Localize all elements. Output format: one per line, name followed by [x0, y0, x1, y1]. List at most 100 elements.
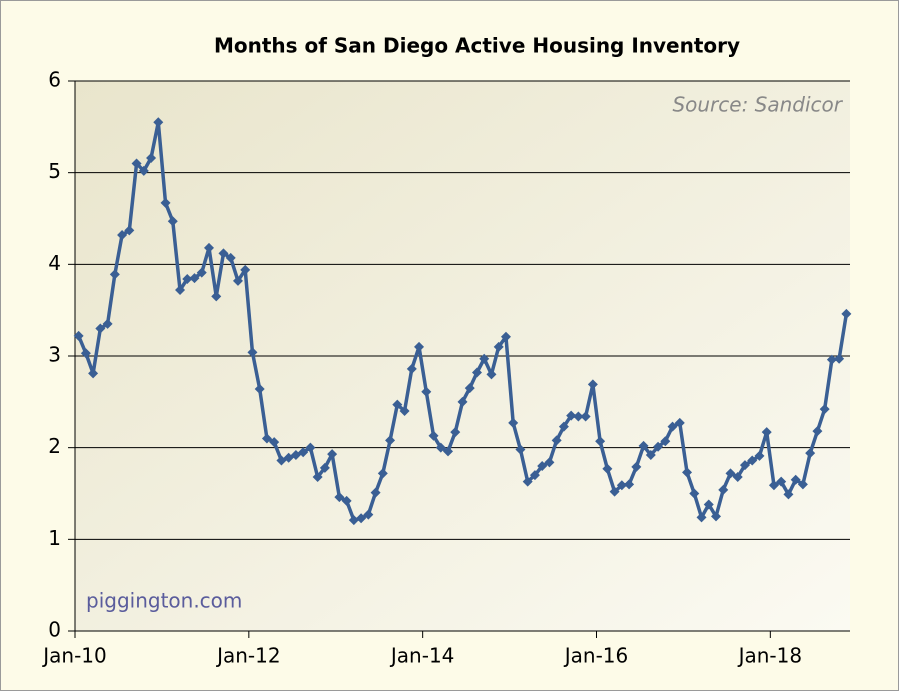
x-tick-label: Jan-18	[737, 644, 803, 668]
data-point	[341, 495, 352, 506]
data-point	[631, 461, 642, 472]
data-point	[616, 480, 627, 491]
data-point	[95, 323, 106, 334]
data-point	[414, 341, 425, 352]
data-point	[841, 308, 852, 319]
y-tick-label: 4	[48, 251, 61, 275]
data-point	[566, 410, 577, 421]
data-point	[739, 460, 750, 471]
data-point	[131, 158, 142, 169]
data-point	[254, 384, 265, 394]
data-point	[508, 417, 519, 428]
data-point	[182, 274, 193, 284]
data-point	[377, 468, 388, 479]
data-point	[551, 435, 562, 446]
data-point	[479, 353, 490, 364]
y-tick-label: 0	[48, 618, 61, 642]
data-point	[370, 487, 381, 498]
data-point	[558, 421, 569, 432]
data-point	[790, 474, 801, 485]
y-tick-label: 5	[48, 159, 61, 183]
data-point	[334, 492, 345, 503]
data-point	[537, 461, 548, 471]
data-point	[160, 197, 171, 208]
data-point	[73, 330, 84, 341]
data-point	[312, 472, 323, 482]
data-point	[819, 404, 830, 415]
data-point	[812, 426, 823, 437]
data-point	[261, 433, 272, 444]
data-point	[305, 442, 316, 453]
x-tick-label: Jan-14	[389, 644, 455, 668]
data-point	[450, 427, 461, 438]
data-point	[493, 341, 504, 352]
data-point	[124, 225, 135, 236]
data-point	[768, 480, 779, 491]
data-point	[580, 411, 591, 422]
data-point	[761, 427, 772, 438]
data-point	[203, 242, 214, 253]
data-point	[153, 117, 164, 128]
data-point	[138, 165, 149, 176]
data-point	[356, 513, 367, 524]
data-point	[88, 368, 99, 379]
data-point	[776, 476, 787, 487]
watermark: piggington.com	[86, 589, 242, 613]
data-point	[240, 264, 251, 275]
data-point	[682, 467, 693, 478]
data-point	[443, 446, 454, 457]
data-point	[363, 509, 374, 520]
data-point	[645, 450, 656, 460]
data-point	[522, 476, 533, 487]
data-point	[783, 489, 794, 500]
data-point	[298, 447, 309, 458]
data-point	[385, 435, 396, 446]
data-point	[834, 353, 845, 364]
y-tick-label: 6	[48, 68, 61, 92]
data-point	[529, 470, 540, 481]
data-point	[703, 499, 714, 510]
data-point	[805, 448, 816, 459]
data-point	[167, 216, 178, 227]
data-point	[500, 331, 511, 342]
data-point	[638, 440, 649, 451]
data-point	[674, 417, 685, 428]
source-note: Source: Sandicor	[672, 93, 843, 117]
data-point	[660, 436, 671, 447]
data-point	[457, 396, 468, 407]
data-point	[327, 449, 338, 460]
data-point	[689, 488, 700, 499]
data-point	[754, 450, 765, 461]
data-point	[175, 285, 186, 295]
data-point	[573, 411, 584, 422]
data-point	[515, 444, 526, 455]
data-point	[348, 515, 359, 526]
data-point	[725, 468, 736, 479]
data-point	[718, 484, 729, 495]
data-point	[247, 347, 258, 358]
data-point	[797, 479, 808, 490]
y-tick-label: 2	[48, 434, 61, 458]
data-point	[117, 230, 128, 240]
data-point	[667, 421, 678, 432]
data-point	[189, 273, 200, 284]
data-point	[399, 406, 410, 416]
data-point	[747, 455, 758, 466]
data-point	[269, 437, 280, 448]
data-point	[486, 369, 497, 380]
data-point	[826, 354, 837, 365]
data-point	[421, 386, 432, 397]
data-point	[732, 472, 743, 482]
data-point	[544, 457, 555, 468]
data-point	[587, 379, 598, 390]
data-point	[435, 442, 446, 453]
data-point	[218, 248, 229, 259]
data-point	[428, 430, 439, 441]
data-point	[602, 463, 613, 474]
data-point	[624, 479, 635, 490]
data-point	[406, 363, 417, 374]
data-point	[696, 512, 707, 523]
data-point	[80, 348, 91, 359]
data-point	[211, 291, 222, 302]
